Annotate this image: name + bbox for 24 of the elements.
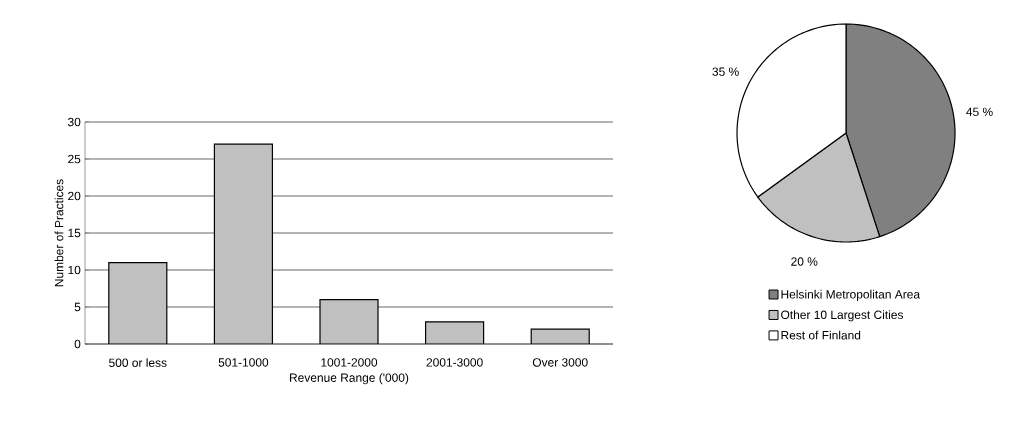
bar [108,262,168,344]
x-tick-label: 1001-2000 [321,358,378,367]
y-tick-label: 0 [74,339,81,349]
y-tick-label: 30 [67,117,81,127]
data-label: 35 % [712,67,739,76]
y-axis-title: Number of Practices [54,179,64,287]
legend-label: Rest of Finland [781,330,861,340]
bar [425,321,485,344]
bar [213,143,274,344]
y-tick-label: 25 [68,154,81,164]
x-tick-label: 2001-3000 [426,358,483,367]
x-axis-title: Revenue Range ('000) [290,373,409,385]
data-label: 45 % [966,107,993,117]
x-tick-label: 500 or less [109,358,167,367]
y-tick-label: 10 [68,265,81,275]
x-tick-label: Over 3000 [532,358,588,367]
y-tick-label: 5 [74,302,81,312]
bar [319,299,379,344]
x-tick-label: 501-1000 [218,358,269,367]
y-tick-label: 20 [68,191,81,201]
data-label: 20 % [791,257,818,266]
y-tick-label: 15 [68,228,81,238]
legend-label: Other 10 Largest Cities [781,310,904,322]
legend-label: Helsinki Metropolitan Area [781,289,921,301]
